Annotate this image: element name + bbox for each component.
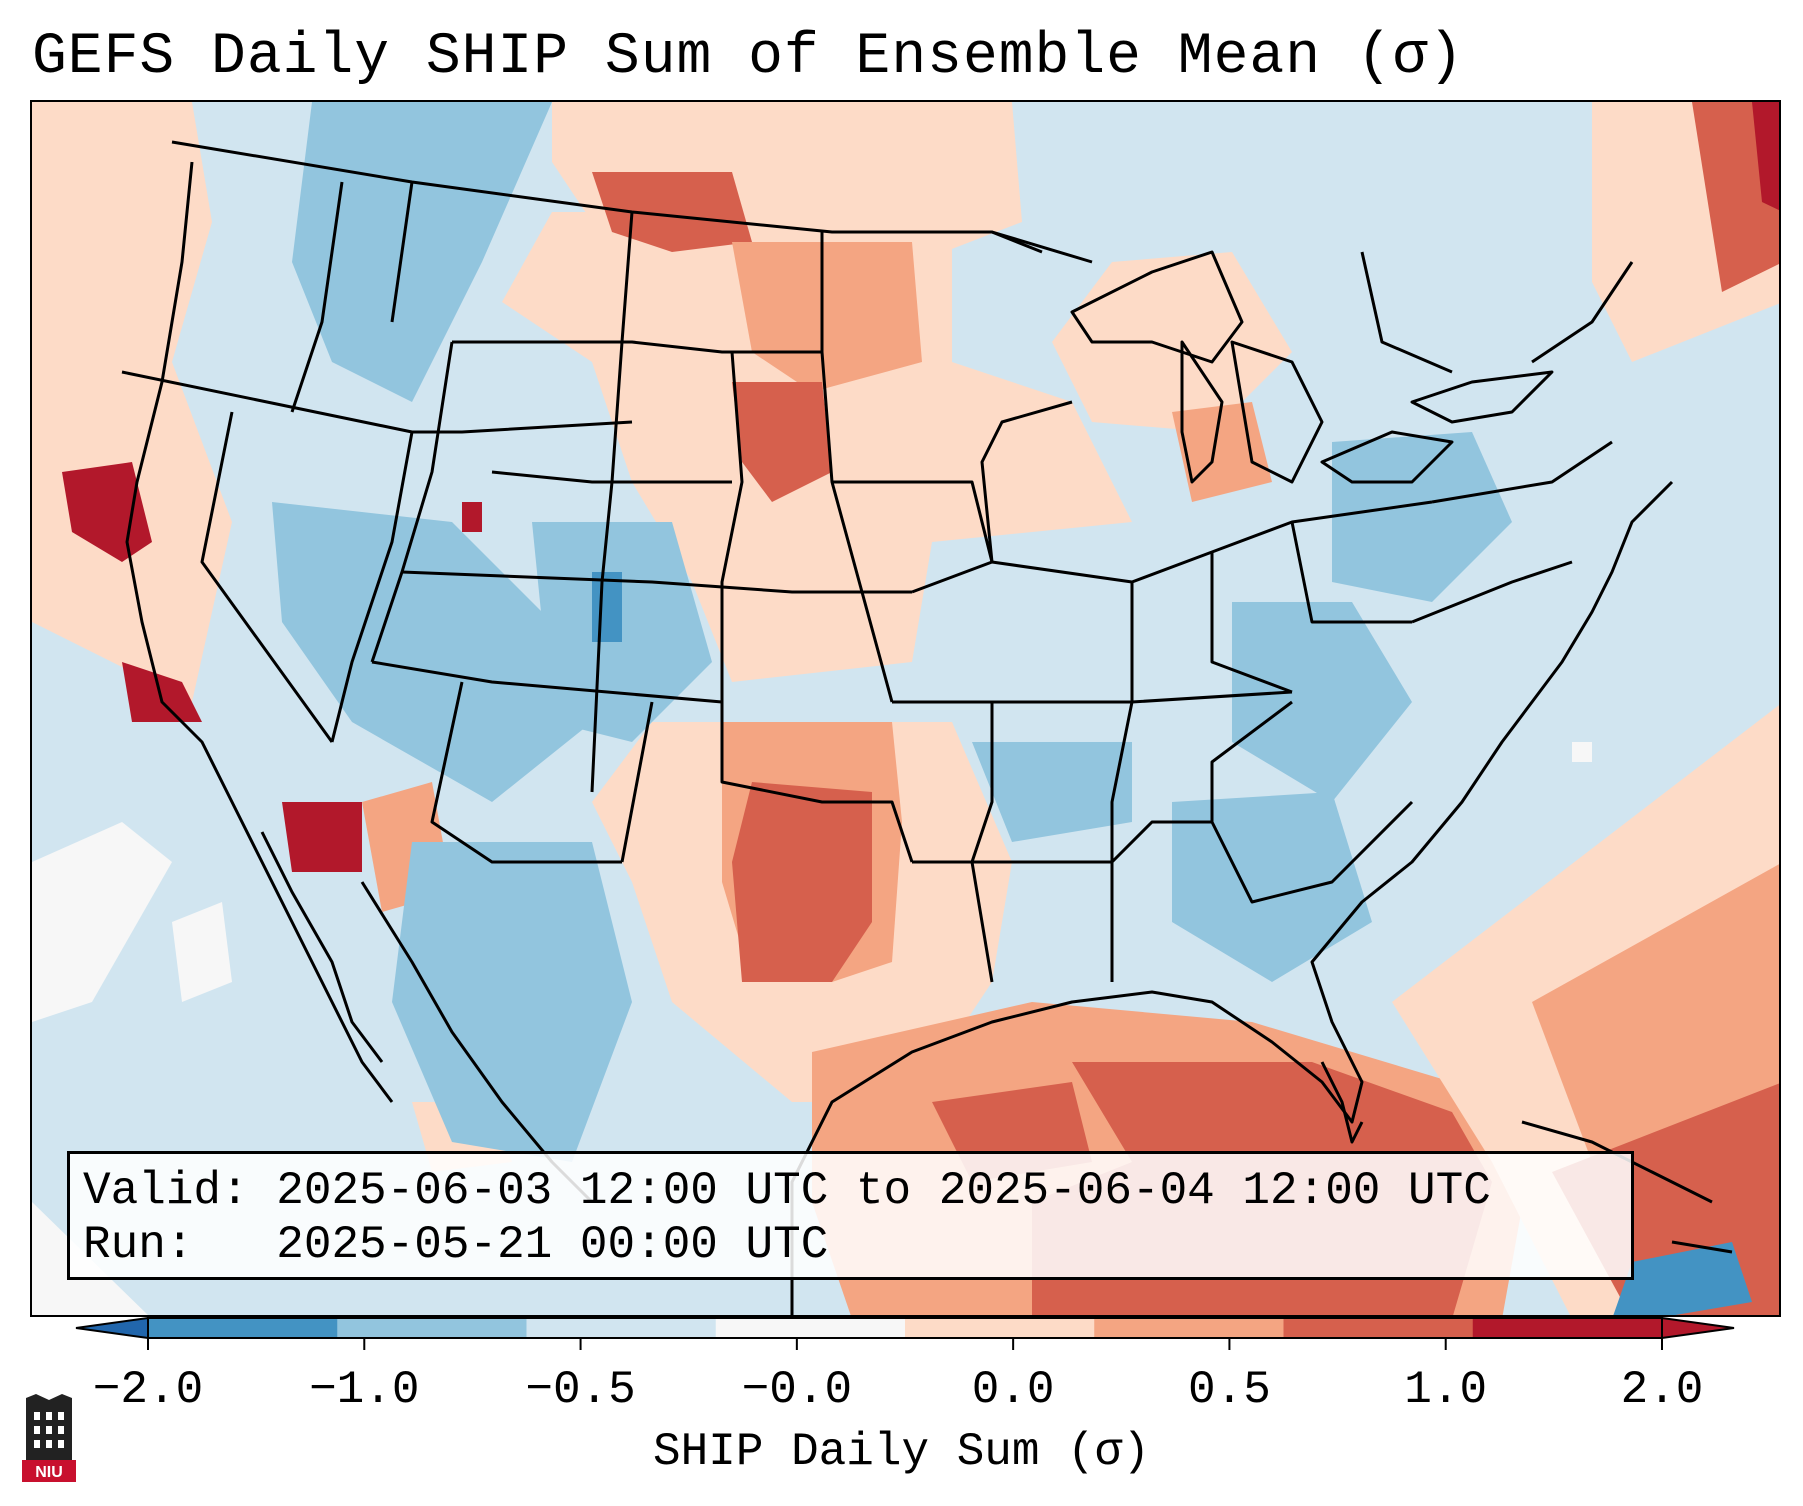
- map-canvas: [32, 102, 1779, 1315]
- run-time-text: Run: 2025-05-21 00:00 UTC: [83, 1219, 829, 1271]
- colorbar-tick-label: −0.0: [741, 1364, 853, 1416]
- colorbar-tick-label: 0.0: [971, 1364, 1055, 1416]
- map-panel: [30, 100, 1781, 1317]
- colorbar-tick-label: −2.0: [92, 1364, 204, 1416]
- colorbar-segment: [905, 1318, 1095, 1338]
- colorbar-segment: [337, 1318, 527, 1338]
- colorbar-segment: [148, 1318, 338, 1338]
- colorbar-tick-label: 0.5: [1188, 1364, 1271, 1416]
- colorbar-tick-label: −0.5: [525, 1364, 636, 1416]
- colorbar-extend-high: [1661, 1316, 1735, 1340]
- colorbar: [75, 1316, 1735, 1350]
- logo-windows: [34, 1412, 64, 1448]
- chart-title: GEFS Daily SHIP Sum of Ensemble Mean (σ): [32, 25, 1465, 90]
- colorbar-tick-label: 1.0: [1404, 1364, 1488, 1416]
- colorbar-segments: [75, 1316, 1735, 1350]
- negative-anomaly-field: [272, 102, 1752, 1315]
- valid-time-text: Valid: 2025-06-03 12:00 UTC to 2025-06-0…: [83, 1165, 1491, 1217]
- colorbar-segment: [715, 1318, 906, 1338]
- logo-text: NIU: [35, 1464, 63, 1481]
- colorbar-segment: [1283, 1318, 1474, 1338]
- colorbar-segment: [1094, 1318, 1284, 1338]
- colorbar-segment: [1472, 1318, 1663, 1338]
- colorbar-frame: [147, 1317, 1663, 1339]
- valid-run-info-box: Valid: 2025-06-03 12:00 UTC to 2025-06-0…: [67, 1151, 1634, 1280]
- logo-banner: [22, 1460, 76, 1482]
- colorbar-extend-low: [75, 1316, 149, 1340]
- colorbar-label: SHIP Daily Sum (σ): [653, 1426, 1150, 1478]
- niu-logo: NIU: [22, 1394, 76, 1482]
- colorbar-tick-label: 2.0: [1620, 1364, 1704, 1416]
- map-boundaries: [121, 140, 1733, 1315]
- colorbar-tick-label: −1.0: [309, 1364, 420, 1416]
- colorbar-segment: [526, 1318, 717, 1338]
